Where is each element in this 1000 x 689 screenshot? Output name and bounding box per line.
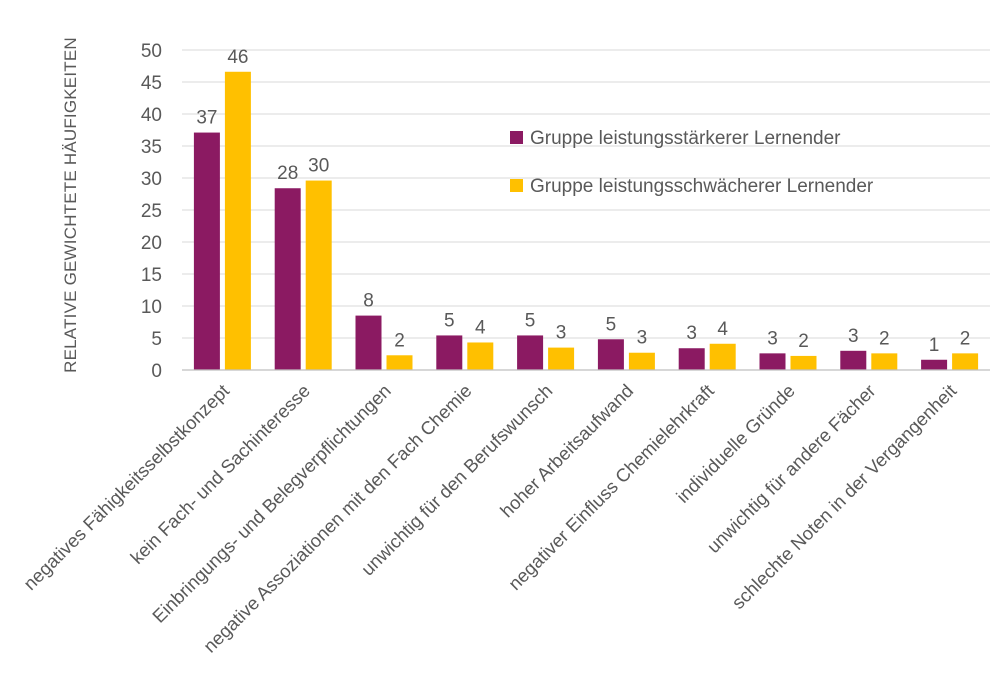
bar xyxy=(517,335,544,370)
bar xyxy=(274,188,301,370)
data-label: 4 xyxy=(717,319,728,340)
data-label: 5 xyxy=(525,310,536,331)
bar xyxy=(921,359,948,370)
y-tick-label: 10 xyxy=(141,297,162,318)
y-axis-label: RELATIVE GEWICHTETE HÄUFIGKEITEN xyxy=(61,37,80,373)
y-axis-ticks: 0 5 10 15 20 25 30 35 40 45 50 xyxy=(141,41,162,382)
y-tick-label: 0 xyxy=(151,361,162,382)
y-tick-label: 40 xyxy=(141,105,162,126)
data-label: 3 xyxy=(767,328,778,349)
bar xyxy=(840,350,867,370)
legend-label: Gruppe leistungsstärkerer Lernender xyxy=(530,128,841,149)
legend-swatch xyxy=(510,131,523,144)
y-tick-label: 15 xyxy=(141,265,162,286)
data-label: 28 xyxy=(277,163,298,184)
y-tick-label: 45 xyxy=(141,73,162,94)
legend-swatch xyxy=(510,179,523,192)
bar xyxy=(790,355,817,370)
data-label: 3 xyxy=(556,323,567,344)
data-label: 2 xyxy=(960,328,971,349)
bar xyxy=(628,352,655,370)
legend-label: Gruppe leistungsschwächerer Lernender xyxy=(530,176,874,197)
data-label: 2 xyxy=(394,330,405,351)
y-tick-label: 25 xyxy=(141,201,162,222)
bar xyxy=(193,132,220,370)
bar xyxy=(952,353,979,370)
data-label: 37 xyxy=(196,108,217,129)
category-label: hoher Arbeitsaufwand xyxy=(496,380,637,521)
y-tick-label: 50 xyxy=(141,41,162,62)
bars xyxy=(193,71,979,370)
bar xyxy=(305,180,332,370)
bar xyxy=(871,353,898,370)
bar xyxy=(709,343,736,370)
data-label: 3 xyxy=(637,328,648,349)
bar xyxy=(678,348,705,370)
bar xyxy=(467,342,494,370)
data-label: 2 xyxy=(798,331,809,352)
data-label: 3 xyxy=(686,323,697,344)
data-label: 1 xyxy=(929,335,940,356)
bar xyxy=(436,335,463,370)
y-tick-label: 35 xyxy=(141,137,162,158)
data-label: 30 xyxy=(308,156,329,177)
bar xyxy=(224,71,251,370)
y-tick-label: 30 xyxy=(141,169,162,190)
data-label: 2 xyxy=(879,328,890,349)
data-label: 3 xyxy=(848,326,859,347)
legend: Gruppe leistungsstärkerer Lernender Grupp… xyxy=(510,128,874,197)
bar xyxy=(759,353,786,370)
bar xyxy=(355,315,382,370)
data-label: 5 xyxy=(606,314,617,335)
data-label: 46 xyxy=(227,47,248,68)
y-tick-label: 20 xyxy=(141,233,162,254)
data-label: 4 xyxy=(475,317,486,338)
category-label: unwichtig für andere Fächer xyxy=(703,380,880,557)
bar xyxy=(386,355,413,370)
y-tick-label: 5 xyxy=(151,329,162,350)
data-label: 5 xyxy=(444,310,455,331)
data-label: 8 xyxy=(363,291,374,312)
bar xyxy=(597,339,624,370)
bar xyxy=(548,347,575,370)
